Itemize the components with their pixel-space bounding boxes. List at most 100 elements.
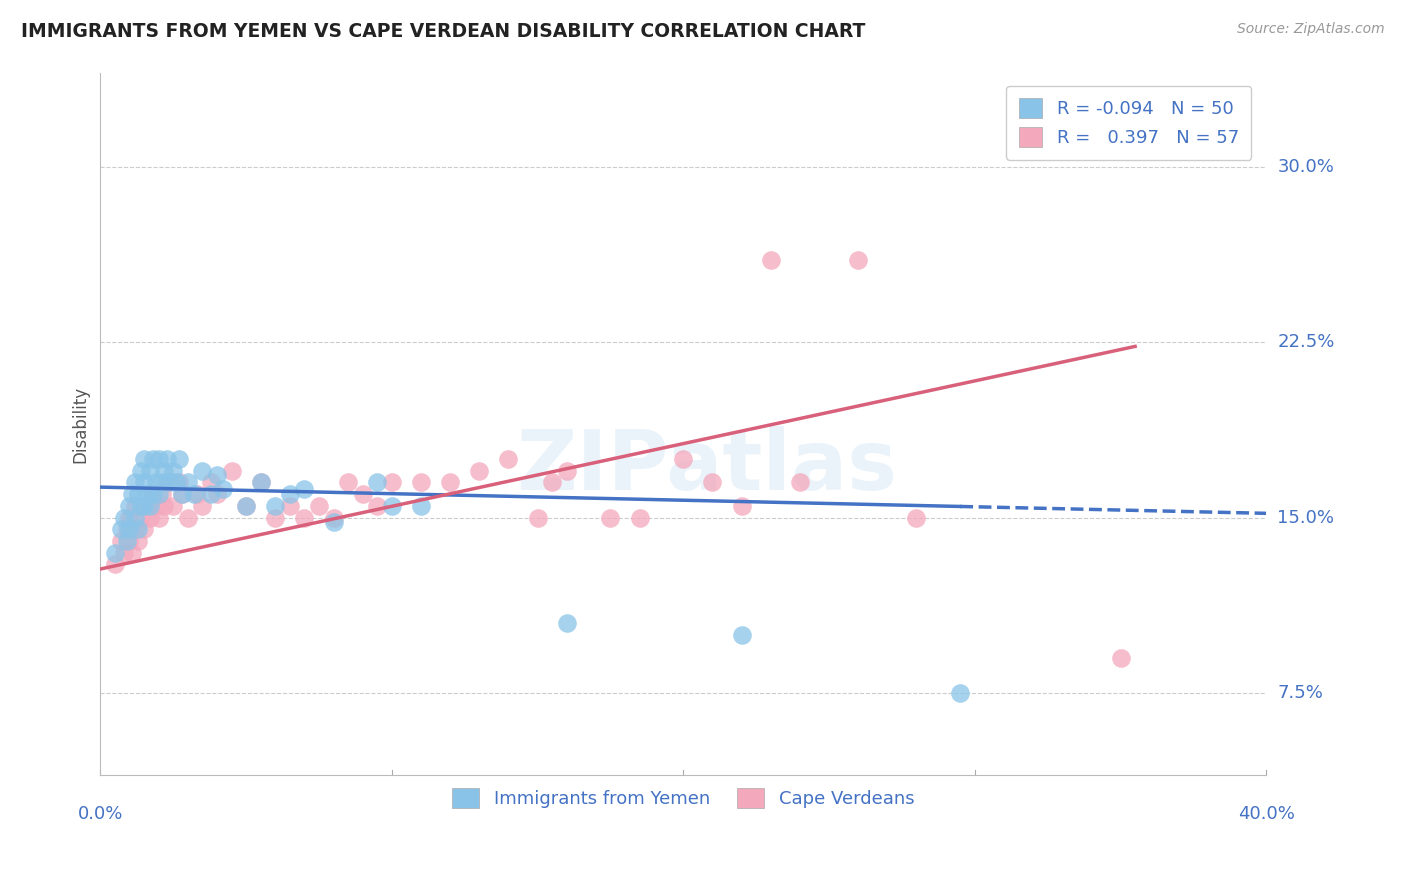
Text: 15.0%: 15.0% [1278,508,1334,526]
Point [142,487,165,501]
Point [124,499,146,513]
Point [200,475,222,490]
Point [183,487,205,501]
Point [759,253,782,268]
Point [148,510,170,524]
Point [132,452,155,467]
Text: 22.5%: 22.5% [1278,333,1334,351]
Point [104,546,127,560]
Point [205,468,228,483]
Point [249,475,271,490]
Point [264,499,287,513]
Point [167,475,190,490]
Point [118,522,141,536]
Point [115,522,138,536]
Point [118,499,141,513]
Point [730,499,752,513]
Point [221,464,243,478]
Point [191,499,214,513]
Point [145,475,167,490]
Point [278,487,301,501]
Point [235,499,257,513]
Point [139,499,162,513]
Point [555,464,578,478]
Point [148,452,170,467]
Point [292,510,315,524]
Point [905,510,928,524]
Point [249,475,271,490]
Point [628,510,651,524]
Point [127,522,149,536]
Legend: Immigrants from Yemen, Cape Verdeans: Immigrants from Yemen, Cape Verdeans [446,780,921,815]
Point [381,499,404,513]
Point [156,452,179,467]
Point [121,546,143,560]
Point [949,686,972,700]
Point [110,533,132,548]
Point [156,475,179,490]
Point [205,487,228,501]
Point [162,464,184,478]
Point [153,499,176,513]
Point [124,475,146,490]
Point [159,475,181,490]
Point [170,487,193,501]
Point [145,499,167,513]
Point [136,487,159,501]
Point [110,522,132,536]
Point [409,475,432,490]
Point [104,558,127,572]
Point [127,487,149,501]
Point [118,510,141,524]
Point [170,487,193,501]
Point [439,475,461,490]
Point [352,487,374,501]
Point [211,483,233,497]
Point [337,475,360,490]
Point [150,475,173,490]
Text: IMMIGRANTS FROM YEMEN VS CAPE VERDEAN DISABILITY CORRELATION CHART: IMMIGRANTS FROM YEMEN VS CAPE VERDEAN DI… [21,22,866,41]
Text: 30.0%: 30.0% [1278,158,1334,176]
Text: 0.0%: 0.0% [77,805,124,823]
Point [498,452,520,467]
Point [112,510,135,524]
Point [139,510,162,524]
Point [308,499,330,513]
Point [555,615,578,630]
Point [124,510,146,524]
Point [366,475,388,490]
Point [541,475,564,490]
Text: 40.0%: 40.0% [1237,805,1295,823]
Point [526,510,548,524]
Point [167,452,190,467]
Point [127,533,149,548]
Point [121,487,143,501]
Point [1109,651,1132,665]
Point [132,475,155,490]
Point [112,546,135,560]
Point [846,253,869,268]
Point [142,487,165,501]
Point [366,499,388,513]
Point [264,510,287,524]
Point [599,510,621,524]
Point [235,499,257,513]
Point [129,464,152,478]
Point [322,515,344,529]
Point [136,499,159,513]
Point [150,487,173,501]
Point [165,475,187,490]
Point [278,499,301,513]
Point [115,533,138,548]
Point [177,475,200,490]
Point [789,475,811,490]
Text: ZIPatlas: ZIPatlas [516,425,897,507]
Point [132,499,155,513]
Text: 7.5%: 7.5% [1278,684,1323,702]
Point [129,510,152,524]
Point [730,627,752,641]
Point [132,522,155,536]
Point [409,499,432,513]
Point [118,533,141,548]
Point [292,483,315,497]
